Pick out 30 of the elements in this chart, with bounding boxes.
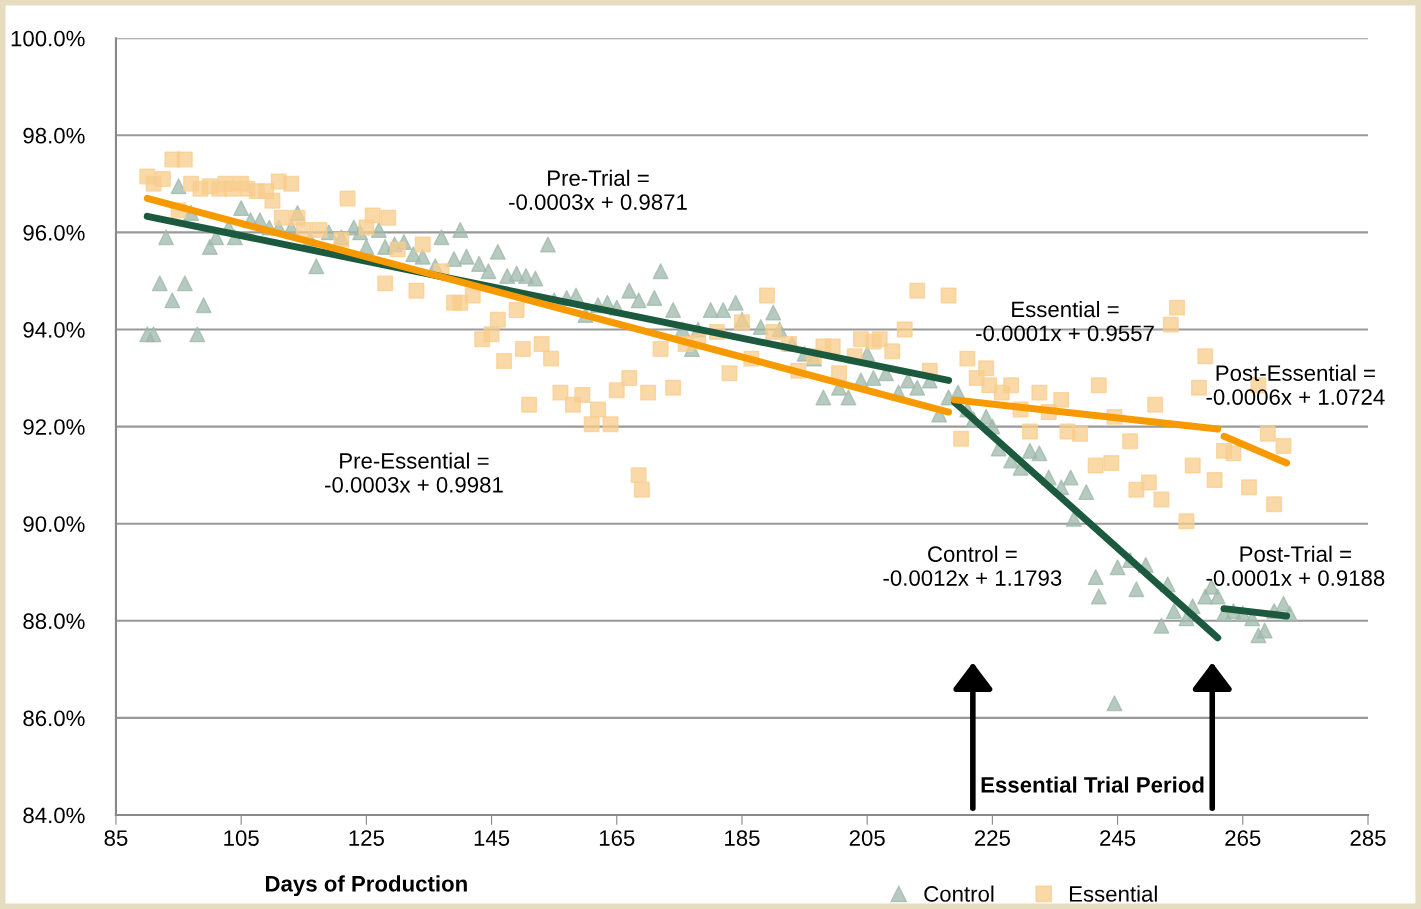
annotation: Essential Trial Period — [981, 776, 1204, 793]
x-tick-label: 185 — [725, 830, 760, 846]
x-tick-label: 165 — [599, 830, 635, 846]
annotation: Post-Trial = -0.0001x + 0.9188 — [1206, 545, 1385, 586]
annotation: Control = -0.0012x + 1.1793 — [883, 545, 1062, 586]
x-tick-label: 265 — [1225, 830, 1261, 846]
y-tick-label: 98.0% — [23, 127, 85, 144]
x-tick-label: 85 — [104, 830, 128, 846]
y-tick-label: 92.0% — [23, 419, 85, 435]
annotation: Pre-Essential = -0.0003x + 0.9981 — [325, 452, 503, 493]
x-tick-label: 105 — [224, 830, 259, 846]
annotation: Essential = -0.0001x + 0.9557 — [976, 300, 1154, 342]
y-tick-label: 88.0% — [23, 613, 85, 630]
annotation: Pre-Trial = -0.0003x + 0.9871 — [509, 169, 687, 210]
x-tick-label: 245 — [1100, 830, 1136, 846]
y-tick-label: 100.0% — [11, 30, 85, 47]
y-tick-label: 90.0% — [23, 516, 85, 532]
x-tick-label: 125 — [349, 830, 384, 846]
annotation: Post-Essential = -0.0006x + 1.0724 — [1206, 364, 1385, 405]
y-tick-label: 84.0% — [23, 807, 85, 824]
y-tick-label: 96.0% — [23, 224, 85, 241]
x-axis-title: Days of Production — [265, 875, 467, 897]
x-tick-label: 205 — [849, 830, 885, 846]
x-tick-label: 145 — [474, 830, 510, 846]
y-tick-label: 86.0% — [23, 710, 85, 727]
x-tick-label: 285 — [1350, 830, 1386, 846]
legend-label: Essential — [1069, 885, 1157, 902]
y-tick-label: 94.0% — [23, 322, 85, 338]
x-tick-label: 225 — [974, 830, 1010, 846]
legend-label: Control — [924, 885, 994, 902]
